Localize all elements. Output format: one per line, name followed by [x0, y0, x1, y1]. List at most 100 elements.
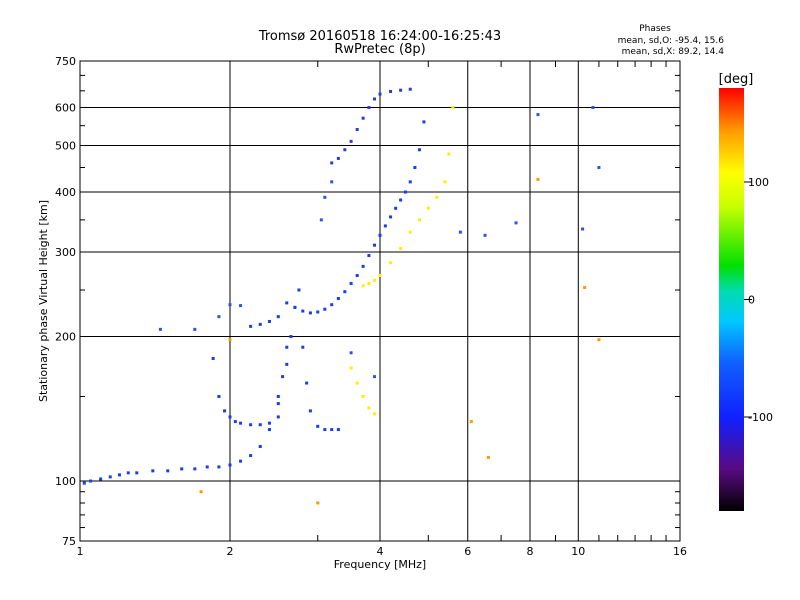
stats-heading: Phases — [639, 24, 671, 34]
data-points — [82, 87, 601, 505]
x-tick-label: 10 — [571, 545, 585, 558]
data-point — [89, 479, 93, 483]
colorbar-label: [deg] — [719, 72, 754, 87]
data-point — [217, 315, 221, 319]
data-point — [239, 421, 243, 425]
data-point — [217, 395, 221, 399]
data-point — [458, 230, 462, 234]
data-point — [301, 309, 305, 313]
data-point — [267, 428, 271, 432]
data-point — [349, 351, 353, 355]
data-point — [276, 415, 280, 419]
data-point — [581, 227, 585, 231]
data-point — [378, 92, 382, 96]
data-point — [355, 381, 359, 385]
data-point — [361, 264, 365, 268]
data-point — [399, 88, 403, 92]
data-point — [239, 459, 243, 463]
chart-title: Tromsø 20160518 16:24:00-16:25:43 — [258, 29, 501, 44]
data-point — [193, 327, 197, 331]
data-point — [399, 247, 403, 251]
y-tick-label: 750 — [55, 55, 76, 68]
data-point — [258, 423, 262, 427]
data-point — [319, 218, 323, 222]
data-point — [355, 274, 359, 278]
x-tick-label: 8 — [527, 545, 534, 558]
data-point — [408, 230, 412, 234]
data-point — [151, 469, 155, 473]
data-point — [316, 424, 320, 428]
data-point — [378, 274, 382, 278]
y-tick-label: 600 — [55, 102, 76, 115]
data-point — [343, 148, 347, 152]
colorbar-tick-label: 0 — [748, 294, 755, 307]
data-point — [316, 310, 320, 314]
data-point — [536, 177, 540, 181]
data-point — [373, 375, 377, 379]
data-point — [349, 366, 353, 370]
data-point — [373, 412, 377, 416]
data-point — [228, 338, 232, 342]
data-point — [239, 304, 243, 308]
data-point — [583, 286, 587, 290]
data-point — [281, 375, 285, 379]
data-point — [447, 152, 451, 156]
x-tick-label: 16 — [673, 545, 687, 558]
data-point — [258, 445, 262, 449]
data-point — [82, 481, 86, 485]
data-point — [308, 311, 312, 315]
stats-x-line: mean, sd,X: 89.2, 14.4 — [622, 47, 725, 57]
data-point — [378, 233, 382, 237]
stats-o-line: mean, sd,O: -95.4, 15.6 — [618, 36, 725, 46]
data-point — [349, 139, 353, 143]
x-tick-label: 1 — [77, 545, 84, 558]
data-point — [336, 297, 340, 301]
x-tick-label: 4 — [377, 545, 384, 558]
data-point — [228, 463, 232, 467]
x-tick-label: 6 — [464, 545, 471, 558]
data-point — [367, 406, 371, 410]
data-point — [361, 284, 365, 288]
data-point — [417, 218, 421, 222]
data-point — [408, 87, 412, 91]
data-point — [249, 324, 253, 328]
data-point — [99, 477, 103, 481]
data-point — [193, 467, 197, 471]
data-point — [389, 89, 393, 93]
data-point — [228, 303, 232, 307]
data-point — [135, 471, 139, 475]
x-axis-label: Frequency [MHz] — [334, 558, 426, 571]
chart-subtitle: RwPretec (8p) — [334, 42, 425, 57]
data-point — [126, 471, 130, 475]
data-point — [486, 455, 490, 459]
grid-lines — [80, 61, 680, 541]
colorbar-tick-label: -100 — [748, 411, 773, 424]
data-point — [514, 221, 518, 225]
data-point — [451, 106, 455, 110]
data-point — [205, 465, 209, 469]
y-tick-label: 75 — [62, 535, 76, 548]
data-point — [330, 428, 334, 432]
data-point — [276, 395, 280, 399]
data-point — [597, 338, 601, 342]
data-point — [413, 165, 417, 169]
data-point — [403, 190, 407, 194]
data-point — [249, 454, 253, 458]
data-point — [408, 180, 412, 184]
data-point — [316, 501, 320, 505]
data-point — [373, 278, 377, 282]
data-point — [349, 281, 353, 285]
data-point — [117, 473, 121, 477]
data-point — [483, 233, 487, 237]
y-axis: 75 100 200 300 400 500 600 750 — [55, 55, 680, 548]
x-tick-label: 2 — [227, 545, 234, 558]
data-point — [233, 420, 237, 424]
data-point — [223, 409, 227, 413]
data-point — [166, 469, 170, 473]
data-point — [323, 307, 327, 311]
data-point — [383, 224, 387, 228]
data-point — [158, 327, 162, 331]
colorbar-tick-label: 100 — [748, 176, 769, 189]
data-point — [469, 420, 473, 424]
data-point — [297, 288, 301, 292]
